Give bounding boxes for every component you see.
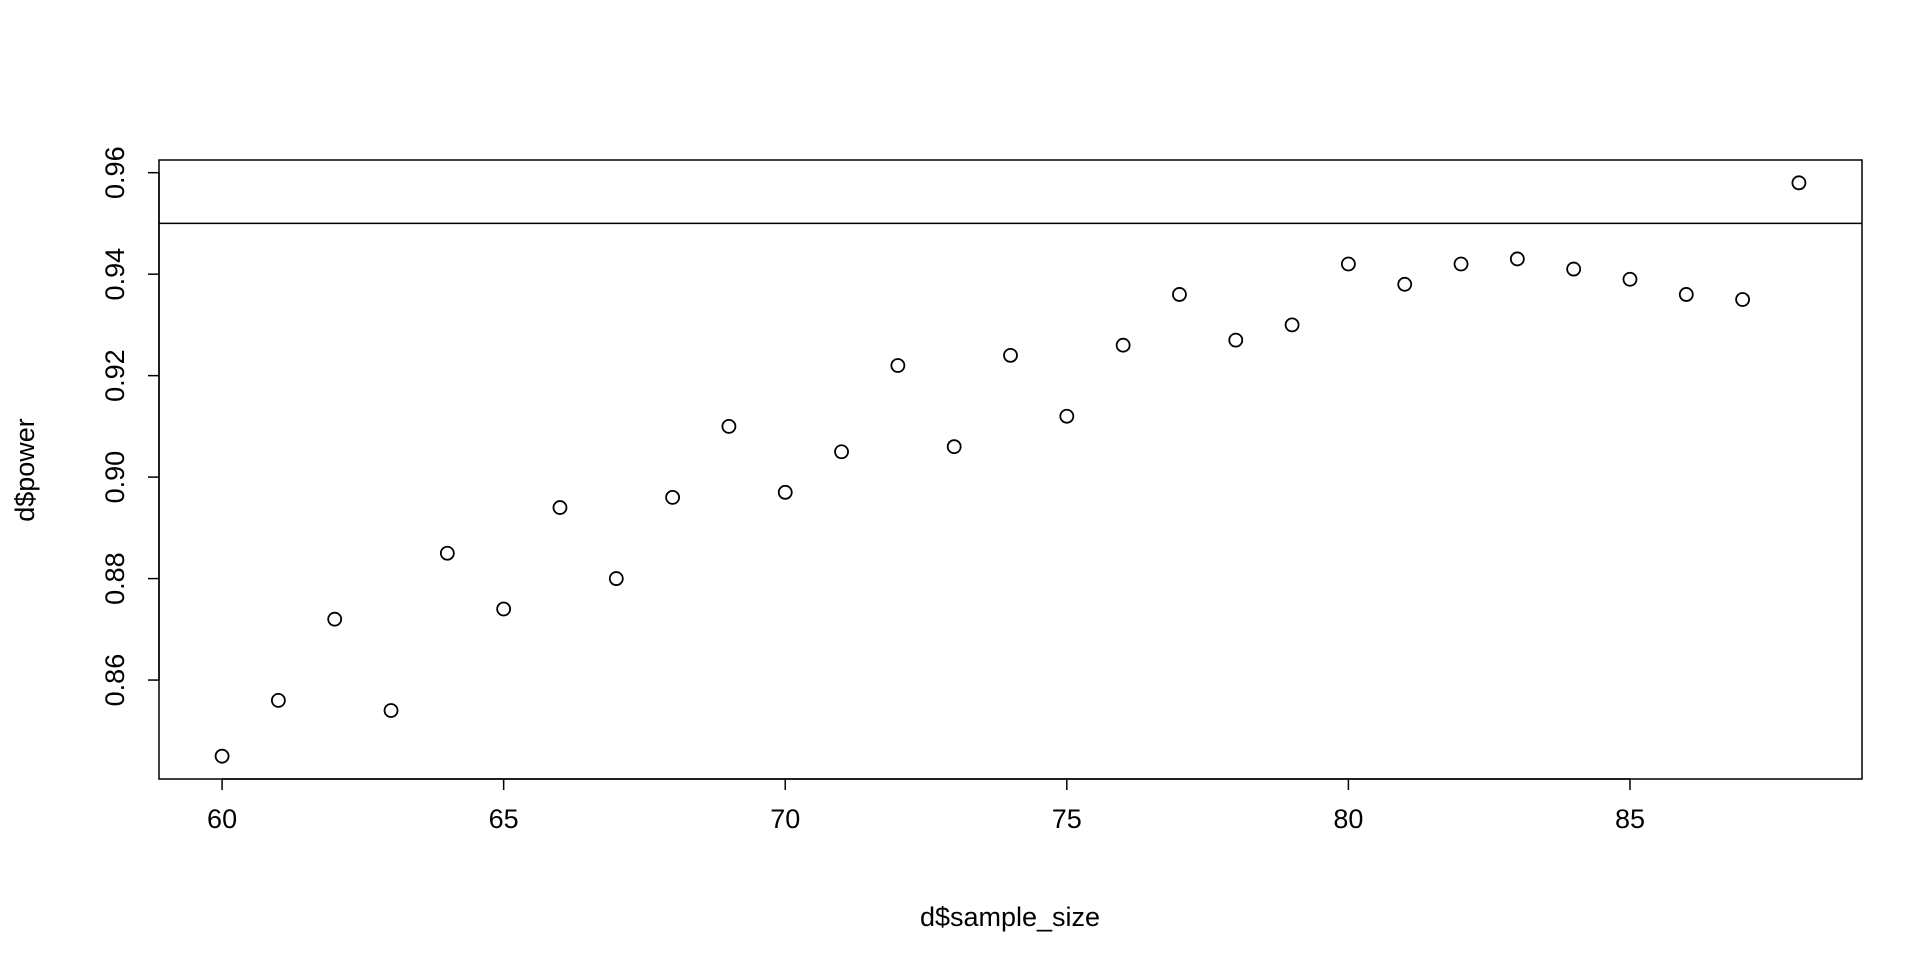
point <box>1397 276 1413 292</box>
x-tick-label: 85 <box>1615 804 1645 834</box>
y-tick-label: 0.92 <box>100 349 130 402</box>
point <box>1059 408 1075 424</box>
point <box>1172 287 1187 302</box>
point <box>1566 261 1582 277</box>
point <box>890 358 906 373</box>
point <box>834 444 849 460</box>
y-tick-label: 0.96 <box>100 146 130 199</box>
point <box>1340 256 1356 272</box>
point <box>1509 251 1525 267</box>
point <box>383 703 399 718</box>
point <box>608 571 624 586</box>
x-tick-label: 65 <box>489 804 519 834</box>
point <box>496 601 512 617</box>
x-tick-label: 60 <box>207 804 237 834</box>
point <box>1791 175 1807 191</box>
x-tick-label: 70 <box>770 804 800 834</box>
point <box>270 692 286 708</box>
point <box>777 484 793 500</box>
point <box>1228 332 1244 348</box>
x-axis-label: d$sample_size <box>920 902 1100 932</box>
point <box>1284 317 1300 333</box>
point <box>946 439 962 455</box>
point <box>327 611 343 627</box>
point <box>1003 347 1018 363</box>
point <box>1115 337 1131 353</box>
x-tick-label: 80 <box>1333 804 1363 834</box>
y-axis-label: d$power <box>10 418 40 522</box>
point <box>552 500 568 515</box>
y-tick-label: 0.90 <box>100 451 130 504</box>
point <box>721 418 737 434</box>
y-tick-label: 0.86 <box>100 654 130 707</box>
y-tick-label: 0.88 <box>100 552 130 605</box>
y-tick-label: 0.94 <box>100 248 130 301</box>
point <box>665 490 681 505</box>
point <box>1622 271 1638 287</box>
point <box>439 545 455 561</box>
point <box>1735 292 1751 307</box>
point <box>1678 287 1694 302</box>
point <box>1453 256 1469 272</box>
x-tick-label: 75 <box>1052 804 1082 834</box>
point <box>214 748 230 764</box>
